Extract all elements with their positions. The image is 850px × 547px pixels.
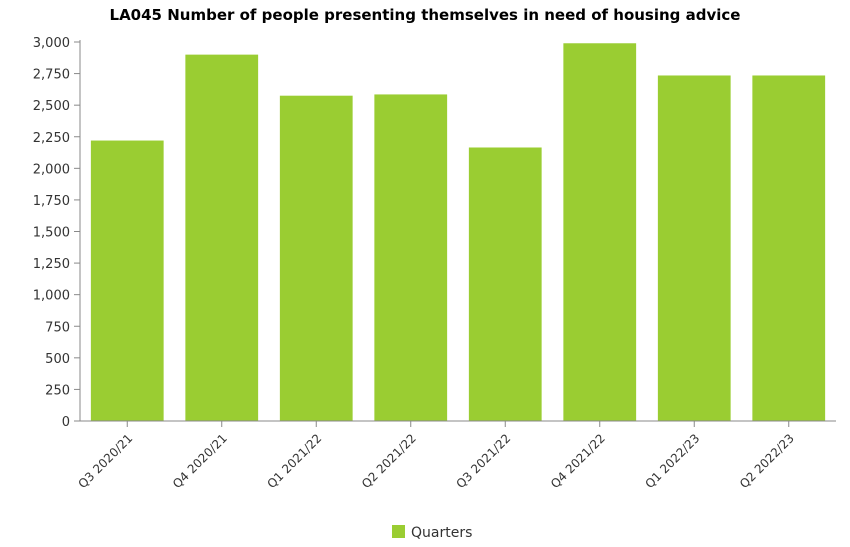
bar[interactable]	[657, 75, 731, 421]
x-tick-label: Q1 2022/23	[642, 431, 702, 491]
y-tick-label: 3,000	[33, 36, 70, 51]
bar[interactable]	[185, 54, 259, 422]
x-tick-label: Q2 2022/23	[737, 431, 797, 491]
y-tick-label: 1,250	[33, 257, 70, 272]
chart-title: LA045 Number of people presenting themse…	[109, 6, 741, 24]
x-tick-label: Q3 2021/22	[453, 431, 513, 491]
x-tick-label: Q3 2020/21	[75, 431, 135, 491]
bar[interactable]	[468, 147, 542, 421]
bar[interactable]	[279, 95, 353, 422]
x-tick-label: Q4 2020/21	[170, 431, 230, 491]
bar[interactable]	[374, 94, 448, 421]
bars	[90, 43, 826, 422]
x-axis: Q3 2020/21 Q4 2020/21 Q1 2021/22 Q2 2021/22…	[75, 420, 836, 491]
x-tick-label: Q2 2021/22	[359, 431, 419, 491]
y-tick-label: 500	[45, 352, 70, 367]
y-tick-label: 2,500	[33, 99, 70, 114]
y-tick-label: 2,000	[33, 162, 70, 177]
legend-label[interactable]: Quarters	[411, 525, 472, 541]
y-tick-label: 1,750	[33, 194, 70, 209]
y-tick-label: 1,500	[33, 226, 70, 241]
bar[interactable]	[90, 140, 164, 422]
y-tick-label: 0	[62, 415, 70, 430]
bar[interactable]	[563, 43, 637, 421]
y-tick-label: 250	[45, 383, 70, 398]
x-tick-label: Q4 2021/22	[548, 431, 608, 491]
legend: Quarters	[392, 525, 472, 541]
y-tick-label: 2,750	[33, 68, 70, 83]
x-tick-label: Q1 2021/22	[264, 431, 324, 491]
y-axis: 0 250 500 750 1,000 1,250 1,500 1,750 2,000 2,250…	[33, 36, 81, 430]
y-tick-label: 2,250	[33, 131, 70, 146]
y-tick-label: 750	[45, 320, 70, 335]
legend-swatch	[392, 525, 405, 538]
y-tick-label: 1,000	[33, 289, 70, 304]
bar[interactable]	[752, 75, 826, 421]
